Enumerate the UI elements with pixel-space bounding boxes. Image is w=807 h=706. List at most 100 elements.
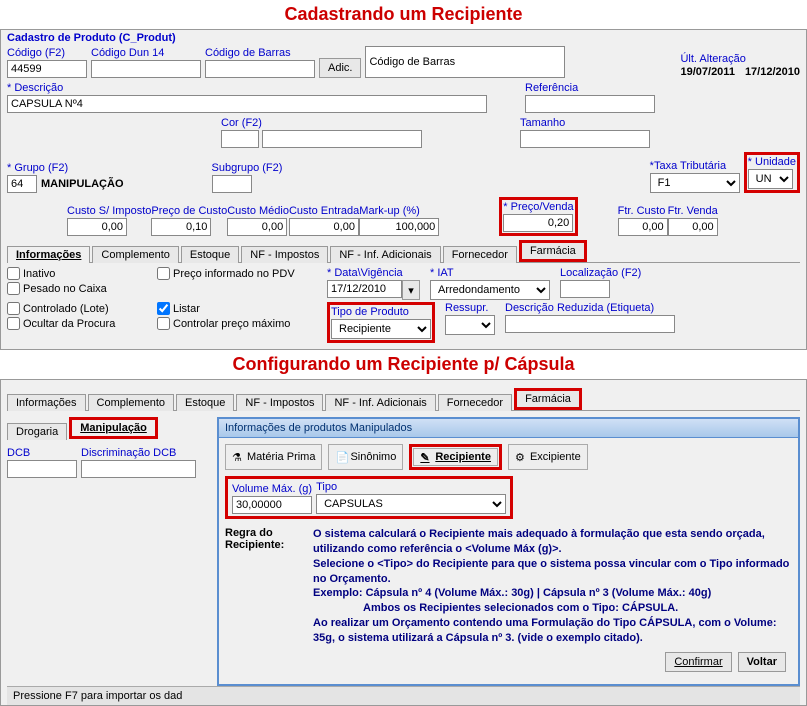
tamanho-input[interactable] <box>520 130 650 148</box>
lbl-data-vigencia: Data\Vigência <box>327 267 420 279</box>
lbl-custo-entrada: Custo Entrada <box>289 205 359 217</box>
dun14-input[interactable] <box>91 60 201 78</box>
lbl-taxa-trib: *Taxa Tributária <box>650 160 740 172</box>
unidade-select[interactable]: UN <box>748 169 793 189</box>
voltar-button[interactable]: Voltar <box>738 652 786 672</box>
volume-max-input[interactable] <box>232 496 312 514</box>
lbl-pesado: Pesado no Caixa <box>23 283 107 295</box>
dcb-input[interactable] <box>7 460 77 478</box>
lbl-markup: Mark-up (%) <box>359 205 439 217</box>
flask-icon: ⚗ <box>232 451 244 463</box>
product-tabs-2: Informações Complemento Estoque NF - Imp… <box>7 388 800 411</box>
subtab-drogaria[interactable]: Drogaria <box>7 423 67 440</box>
status-bar: Pressione F7 para importar os dad <box>7 686 800 705</box>
date-picker-button[interactable]: ▾ <box>402 280 420 300</box>
lbl-regra: Regra do Recipiente: <box>225 527 305 646</box>
title-configurando: Configurando um Recipiente p/ Cápsula <box>0 350 807 379</box>
lbl-listar: Listar <box>173 303 200 315</box>
tb-recipiente[interactable]: ✎Recipiente <box>413 448 498 466</box>
data-vigencia-input[interactable] <box>327 280 402 298</box>
cadastro-panel: Cadastro de Produto (C_Produt) Código (F… <box>0 29 807 350</box>
panel-legend: Cadastro de Produto (C_Produt) <box>7 32 800 44</box>
tab2-nf-impostos[interactable]: NF - Impostos <box>236 394 323 411</box>
tab-estoque[interactable]: Estoque <box>181 246 239 263</box>
lbl-ocultar: Ocultar da Procura <box>23 318 115 330</box>
tab2-complemento[interactable]: Complemento <box>88 394 174 411</box>
lbl-volume-max: Volume Máx. (g) <box>232 483 312 495</box>
discriminacao-dcb-input[interactable] <box>81 460 196 478</box>
desc-reduzida-input[interactable] <box>505 315 675 333</box>
chk-controlar-preco[interactable] <box>157 317 170 330</box>
chk-ocultar[interactable] <box>7 317 20 330</box>
cod-barras-display[interactable] <box>365 46 565 78</box>
tab-complemento[interactable]: Complemento <box>92 246 178 263</box>
gear-icon: ⚙ <box>515 451 527 463</box>
tipo-produto-select[interactable]: Recipiente <box>331 319 431 339</box>
tab2-fornecedor[interactable]: Fornecedor <box>438 394 512 411</box>
lbl-iat: IAT <box>430 267 550 279</box>
tab-informacoes[interactable]: Informações <box>7 246 90 263</box>
grupo-code-input[interactable] <box>7 175 37 193</box>
iat-select[interactable]: Arredondamento <box>430 280 550 300</box>
lbl-preco-pdv: Preço informado no PDV <box>173 268 295 280</box>
adic-button[interactable]: Adic. <box>319 58 361 78</box>
cod-barras-input[interactable] <box>205 60 315 78</box>
referencia-input[interactable] <box>525 95 655 113</box>
tab-fornecedor[interactable]: Fornecedor <box>443 246 517 263</box>
cor-code-input[interactable] <box>221 130 259 148</box>
chk-preco-pdv[interactable] <box>157 267 170 280</box>
tab2-informacoes[interactable]: Informações <box>7 394 86 411</box>
lbl-controlado: Controlado (Lote) <box>23 303 109 315</box>
config-panel: Informações Complemento Estoque NF - Imp… <box>0 379 807 706</box>
taxa-trib-select[interactable]: F1 <box>650 173 740 193</box>
lbl-tamanho: Tamanho <box>520 117 650 129</box>
tipo-select[interactable]: CAPSULAS <box>316 494 506 514</box>
tb-sinonimo[interactable]: 📄Sinônimo <box>328 444 403 470</box>
chk-inativo[interactable] <box>7 267 20 280</box>
lbl-desc-reduzida: Descrição Reduzida (Etiqueta) <box>505 302 675 314</box>
lbl-inativo: Inativo <box>23 268 55 280</box>
title-cadastrando: Cadastrando um Recipiente <box>0 0 807 29</box>
lbl-ftr-custo: Ftr. Custo <box>618 205 668 217</box>
ftr-custo-input[interactable] <box>618 218 668 236</box>
lbl-preco-custo: Preço de Custo <box>151 205 227 217</box>
lbl-tipo: Tipo <box>316 481 506 493</box>
tab-nf-impostos[interactable]: NF - Impostos <box>241 246 328 263</box>
chk-controlado[interactable] <box>7 302 20 315</box>
tab2-nf-inf[interactable]: NF - Inf. Adicionais <box>325 394 435 411</box>
grupo-nome: MANIPULAÇÃO <box>41 178 124 190</box>
subgrupo-input[interactable] <box>212 175 252 193</box>
custo-medio-input[interactable] <box>227 218 287 236</box>
ftr-venda-input[interactable] <box>668 218 718 236</box>
preco-venda-input[interactable] <box>503 214 573 232</box>
subtab-manipulacao[interactable]: Manipulação <box>69 417 158 439</box>
codigo-f2-input[interactable] <box>7 60 87 78</box>
custo-simp-input[interactable] <box>67 218 127 236</box>
lbl-ult-alteracao: Últ. Alteração <box>680 53 800 65</box>
custo-entrada-input[interactable] <box>289 218 359 236</box>
localizacao-input[interactable] <box>560 280 610 298</box>
lbl-cor: Cor (F2) <box>221 117 422 129</box>
descricao-input[interactable] <box>7 95 487 113</box>
document-icon: 📄 <box>335 451 347 463</box>
lbl-grupo: Grupo (F2) <box>7 162 124 174</box>
lbl-descricao: Descrição <box>7 82 487 94</box>
chk-listar[interactable] <box>157 302 170 315</box>
ressupr-select[interactable] <box>445 315 495 335</box>
lbl-cod-barras: Código de Barras <box>205 47 315 59</box>
confirmar-button[interactable]: Confirmar <box>665 652 731 672</box>
tab-farmacia[interactable]: Farmácia <box>519 240 587 262</box>
chk-pesado[interactable] <box>7 282 20 295</box>
markup-input[interactable] <box>359 218 439 236</box>
tab2-estoque[interactable]: Estoque <box>176 394 234 411</box>
ult-alt-2: 17/12/2010 <box>745 66 800 78</box>
lbl-unidade: Unidade <box>748 156 796 168</box>
tab-nf-inf[interactable]: NF - Inf. Adicionais <box>330 246 440 263</box>
lbl-referencia: Referência <box>525 82 655 94</box>
tb-materia-prima[interactable]: ⚗Matéria Prima <box>225 444 322 470</box>
tb-excipiente[interactable]: ⚙Excipiente <box>508 444 588 470</box>
cor-desc-input[interactable] <box>262 130 422 148</box>
tab2-farmacia[interactable]: Farmácia <box>514 388 582 410</box>
preco-custo-input[interactable] <box>151 218 211 236</box>
lbl-codigo-f2: Código (F2) <box>7 47 87 59</box>
